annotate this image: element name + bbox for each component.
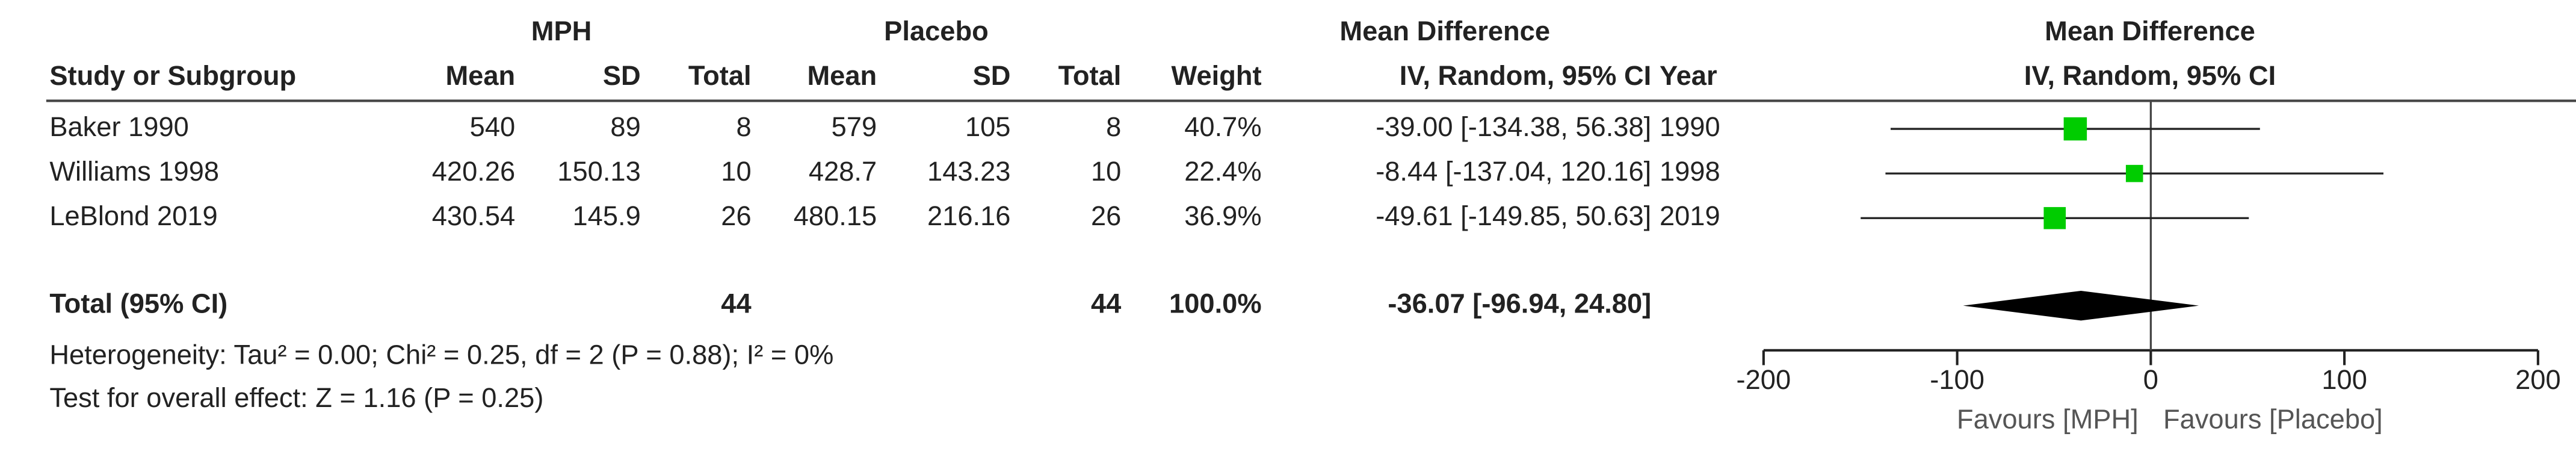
table-cell: 150.13 [557, 156, 640, 187]
column-header: Total [1058, 60, 1122, 91]
table-cell: 89 [610, 111, 640, 142]
table-cell: 2019 [1660, 200, 1720, 231]
total-ci: -36.07 [-96.94, 24.80] [1388, 288, 1651, 319]
table-cell: 26 [1091, 200, 1121, 231]
study-estimate [2125, 164, 2143, 182]
table-cell: 26 [721, 200, 751, 231]
column-header: Study or Subgroup [49, 60, 296, 91]
table-cell: 8 [1106, 111, 1121, 142]
table-cell: 420.26 [432, 156, 515, 187]
table-cell: 1990 [1660, 111, 1720, 142]
table-cell: 480.15 [794, 200, 877, 231]
study-estimate [2043, 207, 2066, 229]
total-n: 44 [1091, 288, 1121, 319]
table-cell: -39.00 [-134.38, 56.38] [1376, 111, 1651, 142]
column-header: Mean [807, 60, 877, 91]
favours-right: Favours [Placebo] [2163, 404, 2383, 435]
table-cell: 216.16 [927, 200, 1010, 231]
favours-left: Favours [MPH] [1957, 404, 2139, 435]
x-tick-label: 0 [2143, 364, 2158, 395]
table-cell: 36.9% [1184, 200, 1261, 231]
plot-title: Mean Difference [2045, 16, 2255, 46]
table-cell: 22.4% [1184, 156, 1261, 187]
table-cell: 579 [832, 111, 877, 142]
table-cell: 145.9 [572, 200, 640, 231]
table-cell: 8 [736, 111, 751, 142]
table-cell: Baker 1990 [49, 111, 189, 142]
total-weight: 100.0% [1169, 288, 1262, 319]
table-cell: 1998 [1660, 156, 1720, 187]
column-header: Mean [445, 60, 515, 91]
column-header: SD [973, 60, 1011, 91]
x-tick-label: -200 [1737, 364, 1791, 395]
x-tick-label: -100 [1930, 364, 1985, 395]
group-header: MPH [531, 16, 592, 46]
table-cell: 10 [721, 156, 751, 187]
table-cell: 105 [965, 111, 1011, 142]
table-cell: -49.61 [-149.85, 50.63] [1376, 200, 1651, 231]
group-header: Placebo [884, 16, 989, 46]
pooled-diamond [1963, 290, 2199, 321]
column-header: Year [1660, 60, 1717, 91]
table-cell: 430.54 [432, 200, 515, 231]
table-cell: 143.23 [927, 156, 1010, 187]
total-label: Total (95% CI) [49, 288, 227, 319]
table-cell: -8.44 [-137.04, 120.16] [1376, 156, 1651, 187]
table-cell: Williams 1998 [49, 156, 219, 187]
x-tick-label: 200 [2515, 364, 2561, 395]
x-tick-label: 100 [2321, 364, 2367, 395]
table-cell: 40.7% [1184, 111, 1261, 142]
column-header: IV, Random, 95% CI [1400, 60, 1651, 91]
heterogeneity: Heterogeneity: Tau² = 0.00; Chi² = 0.25,… [49, 340, 833, 370]
column-header: Total [688, 60, 752, 91]
study-estimate [2063, 117, 2087, 141]
column-header: SD [603, 60, 641, 91]
column-header: Weight [1172, 60, 1262, 91]
group-header: Mean Difference [1339, 16, 1550, 46]
plot-method: IV, Random, 95% CI [2024, 60, 2276, 91]
table-cell: 10 [1091, 156, 1121, 187]
table-cell: LeBlond 2019 [49, 200, 217, 231]
table-cell: 428.7 [809, 156, 877, 187]
overall-effect: Test for overall effect: Z = 1.16 (P = 0… [49, 382, 543, 413]
total-n: 44 [721, 288, 751, 319]
table-cell: 540 [470, 111, 516, 142]
